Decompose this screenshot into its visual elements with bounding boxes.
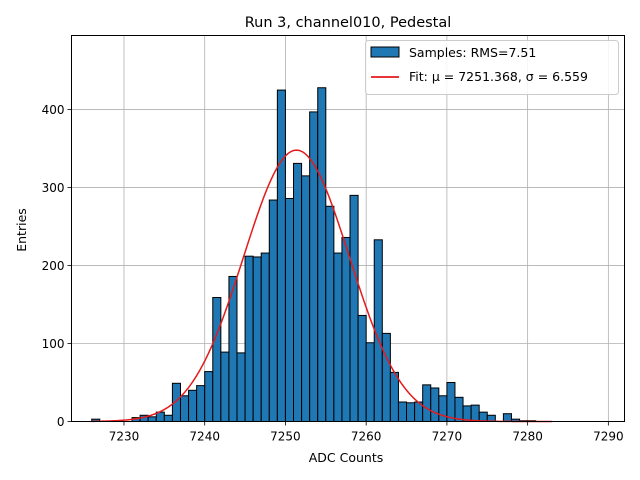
histogram-bar bbox=[357, 314, 367, 423]
histogram-bar bbox=[212, 297, 222, 422]
histogram-bar bbox=[147, 416, 157, 422]
y-tick-label: 0 bbox=[57, 415, 65, 429]
histogram-bar bbox=[341, 236, 351, 422]
histogram-bar bbox=[365, 342, 375, 423]
y-tick-label: 100 bbox=[42, 337, 65, 351]
histogram-bar bbox=[188, 389, 198, 422]
histogram-bars bbox=[91, 87, 537, 423]
histogram-bar bbox=[446, 382, 456, 422]
histogram-bar bbox=[276, 89, 286, 423]
histogram-bar bbox=[317, 87, 327, 423]
histogram-bar bbox=[349, 194, 359, 422]
histogram-bar bbox=[293, 162, 303, 422]
histogram-bar bbox=[260, 252, 270, 422]
histogram-bar bbox=[309, 111, 319, 423]
histogram-bar bbox=[301, 175, 311, 422]
legend-box bbox=[365, 40, 619, 95]
legend-samples-swatch bbox=[370, 46, 400, 58]
histogram-bar bbox=[163, 414, 173, 423]
histogram-bar bbox=[268, 199, 278, 422]
histogram-bar bbox=[422, 384, 432, 422]
histogram-bar bbox=[389, 371, 399, 423]
legend-samples-label: Samples: RMS=7.51 bbox=[409, 45, 536, 60]
x-tick-label: 7250 bbox=[270, 430, 301, 444]
x-tick-label: 7290 bbox=[593, 430, 624, 444]
legend: Samples: RMS=7.51 Fit: μ = 7251.368, σ =… bbox=[365, 40, 619, 95]
y-tick-label: 400 bbox=[42, 103, 65, 117]
histogram-bar bbox=[430, 387, 440, 423]
histogram-bar bbox=[220, 351, 230, 423]
histogram-bar bbox=[236, 352, 246, 422]
y-axis-label: Entries bbox=[14, 208, 29, 252]
histogram-bar bbox=[284, 197, 295, 422]
histogram-bar bbox=[333, 252, 343, 422]
histogram-bar bbox=[502, 413, 512, 423]
histogram-bar bbox=[196, 385, 206, 423]
histogram-bar bbox=[397, 401, 408, 422]
histogram-bar bbox=[381, 332, 391, 423]
histogram-bar bbox=[438, 395, 448, 422]
histogram-bar bbox=[179, 395, 190, 422]
legend-fit-label: Fit: μ = 7251.368, σ = 6.559 bbox=[409, 69, 588, 84]
histogram-bar bbox=[244, 255, 254, 422]
histogram-bar bbox=[406, 402, 416, 423]
y-tick-label: 300 bbox=[42, 181, 65, 195]
x-tick-label: 7270 bbox=[432, 430, 463, 444]
chart-title: Run 3, channel010, Pedestal bbox=[245, 15, 452, 31]
x-tick-label: 7230 bbox=[109, 430, 140, 444]
histogram-bar bbox=[204, 371, 214, 422]
axis-ticks: 7230 7240 7250 7260 7270 7280 7290 0 100 200 300 40… bbox=[42, 103, 624, 443]
x-tick-label: 7280 bbox=[512, 430, 543, 444]
y-tick-label: 200 bbox=[42, 259, 65, 273]
x-tick-label: 7240 bbox=[189, 430, 220, 444]
histogram-bar bbox=[252, 256, 262, 422]
gaussian-fit-curve bbox=[91, 149, 552, 423]
histogram-bar bbox=[325, 205, 335, 422]
x-tick-label: 7260 bbox=[351, 430, 382, 444]
histogram-bar bbox=[470, 404, 480, 422]
plot-frame bbox=[71, 35, 625, 422]
x-axis-label: ADC Counts bbox=[309, 450, 384, 465]
